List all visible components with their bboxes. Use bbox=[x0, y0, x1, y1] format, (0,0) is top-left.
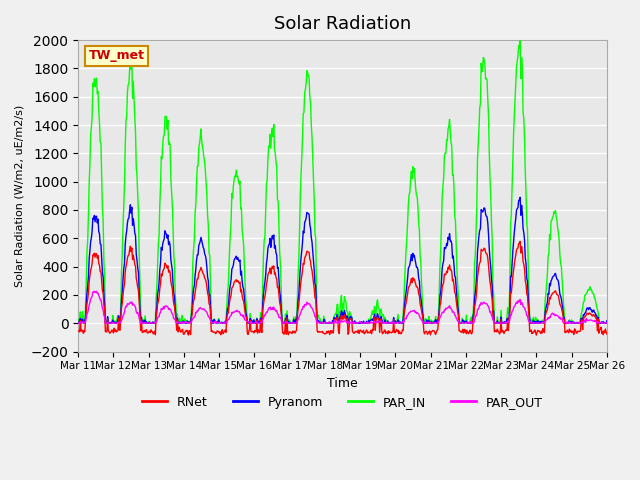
Title: Solar Radiation: Solar Radiation bbox=[274, 15, 411, 33]
X-axis label: Time: Time bbox=[327, 377, 358, 390]
Text: TW_met: TW_met bbox=[89, 49, 145, 62]
Legend: RNet, Pyranom, PAR_IN, PAR_OUT: RNet, Pyranom, PAR_IN, PAR_OUT bbox=[137, 391, 548, 414]
Y-axis label: Solar Radiation (W/m2, uE/m2/s): Solar Radiation (W/m2, uE/m2/s) bbox=[15, 105, 25, 287]
